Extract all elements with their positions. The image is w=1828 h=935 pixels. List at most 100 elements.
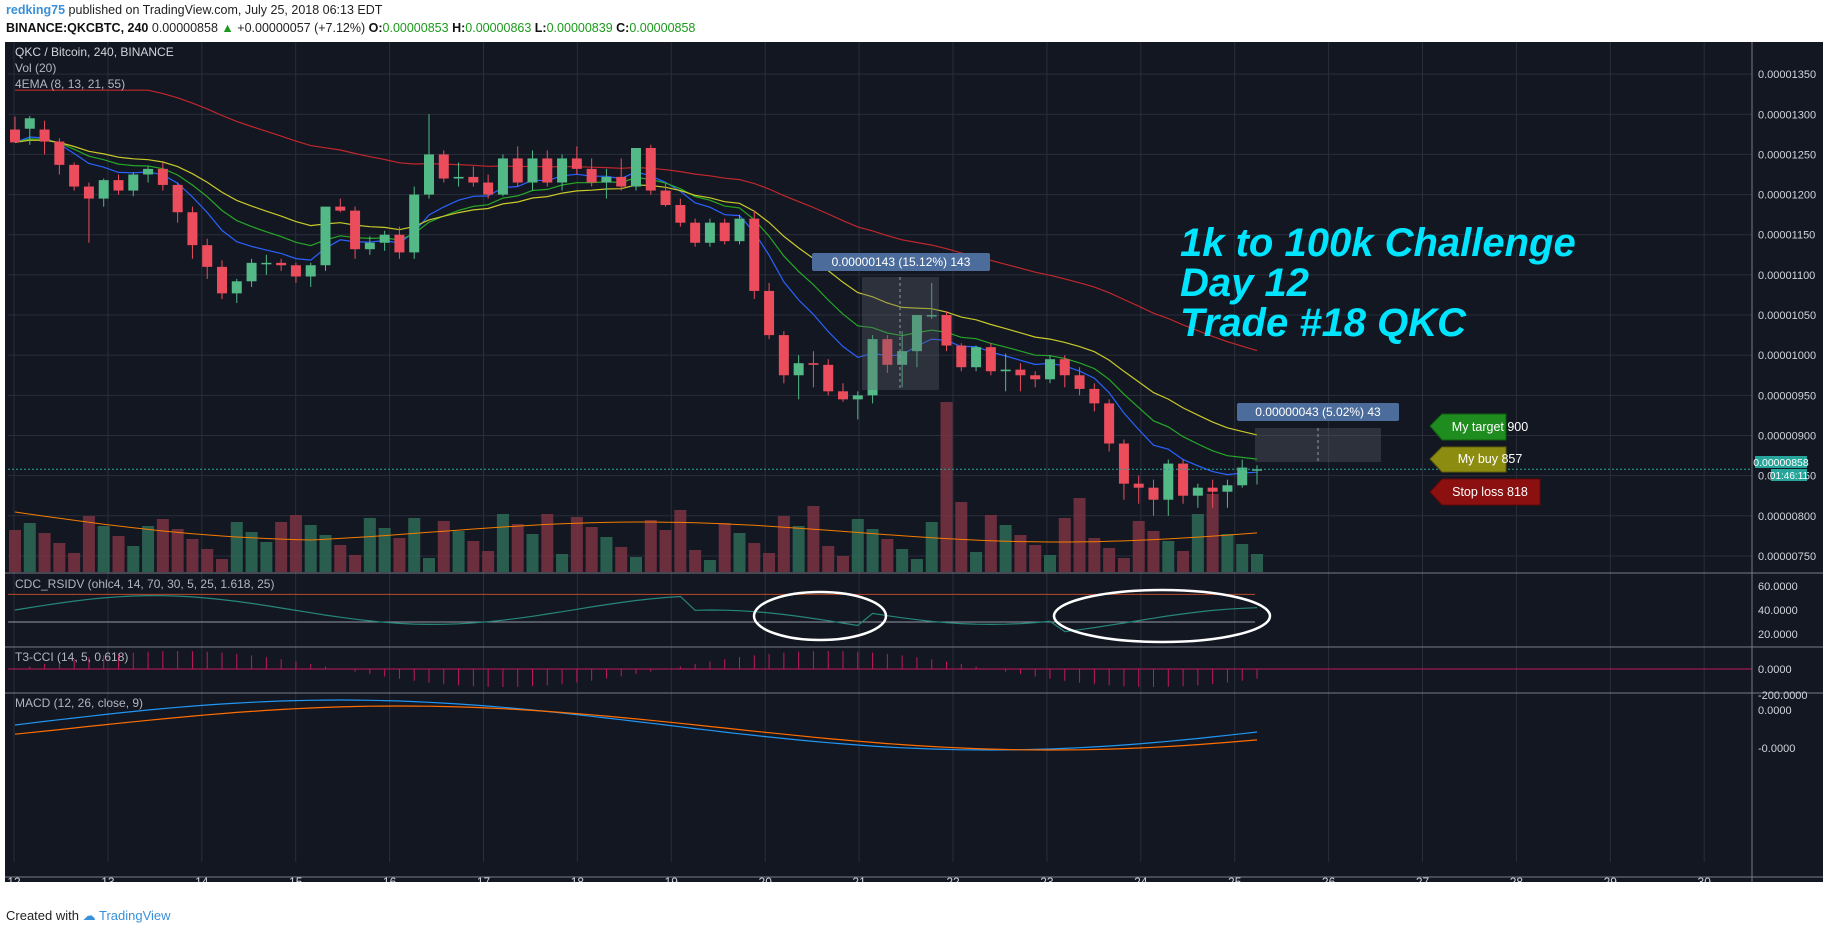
tradingview-link[interactable]: TradingView xyxy=(99,908,171,923)
volume-bar xyxy=(452,531,465,572)
candle-body xyxy=(128,174,139,191)
y-tick-label: 0.00000950 xyxy=(1758,390,1816,402)
volume-bar xyxy=(496,514,509,572)
volume-bar xyxy=(1029,545,1042,572)
volume-bar xyxy=(378,528,391,572)
candle-body xyxy=(438,154,449,179)
candle-body xyxy=(631,148,641,187)
candle-body xyxy=(483,182,494,195)
candle-body xyxy=(246,262,257,282)
volume-bar xyxy=(82,516,95,572)
volume-bar xyxy=(1162,541,1175,572)
volume-bar xyxy=(68,553,81,572)
x-tick-label: 14 xyxy=(195,875,209,882)
y-tick-label: 0.00001150 xyxy=(1758,230,1815,242)
candle-body xyxy=(719,222,730,242)
volume-bar xyxy=(792,526,805,572)
author-link[interactable]: redking75 xyxy=(6,3,66,17)
volume-bar xyxy=(216,559,228,572)
volume-bar xyxy=(230,522,243,572)
rsi-circle-2 xyxy=(1052,588,1272,644)
candle-body xyxy=(187,212,198,246)
volume-bar xyxy=(186,539,199,572)
volume-bar xyxy=(142,526,155,572)
low-value: 0.00000839 xyxy=(546,21,613,35)
x-tick-label: 27 xyxy=(1416,875,1430,882)
stop-callout[interactable]: Stop loss 818 xyxy=(1429,478,1541,506)
volume-bar xyxy=(53,543,66,572)
candle-body xyxy=(601,176,612,183)
cci-tick-label: 0.0000 xyxy=(1758,664,1792,676)
candle-body xyxy=(364,242,375,250)
legend-pair: QKC / Bitcoin, 240, BINANCE xyxy=(15,45,174,59)
volume-bar xyxy=(984,515,997,572)
volume-bar xyxy=(630,557,642,572)
title-line-1: 1k to 100k Challenge xyxy=(1180,221,1576,265)
candle-body xyxy=(320,206,331,266)
macd-line xyxy=(14,699,1258,751)
measure-box-1[interactable]: 0.00000143 (15.12%) 143 xyxy=(812,253,990,390)
volume-bar xyxy=(556,554,569,572)
x-tick-label: 12 xyxy=(7,875,21,882)
candle-body xyxy=(157,168,168,185)
volume-bar xyxy=(659,530,672,572)
title-line-3: Trade #18 QKC xyxy=(1180,301,1467,345)
candle-body xyxy=(453,176,464,179)
y-tick-label: 0.00001300 xyxy=(1758,109,1816,121)
candle-body xyxy=(1045,359,1055,380)
rsi-tick-label: 60.0000 xyxy=(1758,581,1798,593)
candle-body xyxy=(557,158,568,183)
candle-body xyxy=(231,281,242,294)
buy-label: My buy 857 xyxy=(1458,452,1523,466)
candle-body xyxy=(778,335,789,376)
candle-body xyxy=(379,234,390,243)
volume-bar xyxy=(1236,544,1249,572)
volume-bar xyxy=(38,533,51,572)
challenge-title: 1k to 100k Challenge Day 12 Trade #18 QK… xyxy=(1180,221,1576,345)
symbol-label: BINANCE:QKCBTC, 240 xyxy=(6,21,149,35)
y-tick-label: 0.00001350 xyxy=(1758,69,1816,81)
measure-box-2[interactable]: 0.00000043 (5.02%) 43 xyxy=(1237,403,1399,462)
candle-body xyxy=(39,129,50,142)
x-tick-label: 17 xyxy=(477,875,491,882)
x-tick-label: 23 xyxy=(1040,875,1054,882)
volume-bar xyxy=(127,546,140,572)
candle-body xyxy=(1000,369,1011,372)
price-chart[interactable]: 12 13 14 15 16 17 18 19 20 21 22 23 24 25 26 27 28 29 30 0.… xyxy=(0,42,1828,882)
close-value: 0.00000858 xyxy=(629,21,696,35)
volume-bar xyxy=(1117,558,1130,572)
candle-body xyxy=(793,363,804,376)
candle-body xyxy=(675,205,686,223)
volume-bar xyxy=(925,522,938,572)
target-callout[interactable]: My target 900 xyxy=(1429,413,1528,441)
candle-body xyxy=(512,158,523,183)
candle-body xyxy=(143,168,154,175)
y-tick-label: 0.00000900 xyxy=(1758,430,1816,442)
candle-body xyxy=(926,315,937,317)
candle-body xyxy=(941,315,952,346)
volume-bar xyxy=(600,537,613,572)
y-tick-label: 0.00000800 xyxy=(1758,511,1816,523)
legend-ema: 4EMA (8, 13, 21, 55) xyxy=(15,77,125,91)
candle-body xyxy=(867,339,878,396)
x-tick-label: 26 xyxy=(1322,875,1336,882)
candle-body xyxy=(468,176,479,183)
buy-callout[interactable]: My buy 857 xyxy=(1429,446,1523,473)
y-tick-label: 0.00001050 xyxy=(1758,310,1816,322)
volume-bar xyxy=(748,543,761,572)
candle-body xyxy=(202,245,213,267)
low-label: L: xyxy=(534,21,547,35)
candle-body xyxy=(217,266,227,294)
x-tick-label: 20 xyxy=(759,875,773,882)
candle-body xyxy=(290,265,301,277)
candle-body xyxy=(911,315,922,352)
volume-bar xyxy=(408,518,421,572)
candle-body xyxy=(1237,467,1248,486)
open-label: O: xyxy=(368,21,383,35)
publish-line: redking75 published on TradingView.com, … xyxy=(6,3,382,17)
volume-bar xyxy=(260,542,273,572)
high-value: 0.00000863 xyxy=(465,21,532,35)
macd-signal-line xyxy=(14,705,1258,751)
candle-body xyxy=(956,345,967,368)
volume-bar xyxy=(733,533,746,572)
